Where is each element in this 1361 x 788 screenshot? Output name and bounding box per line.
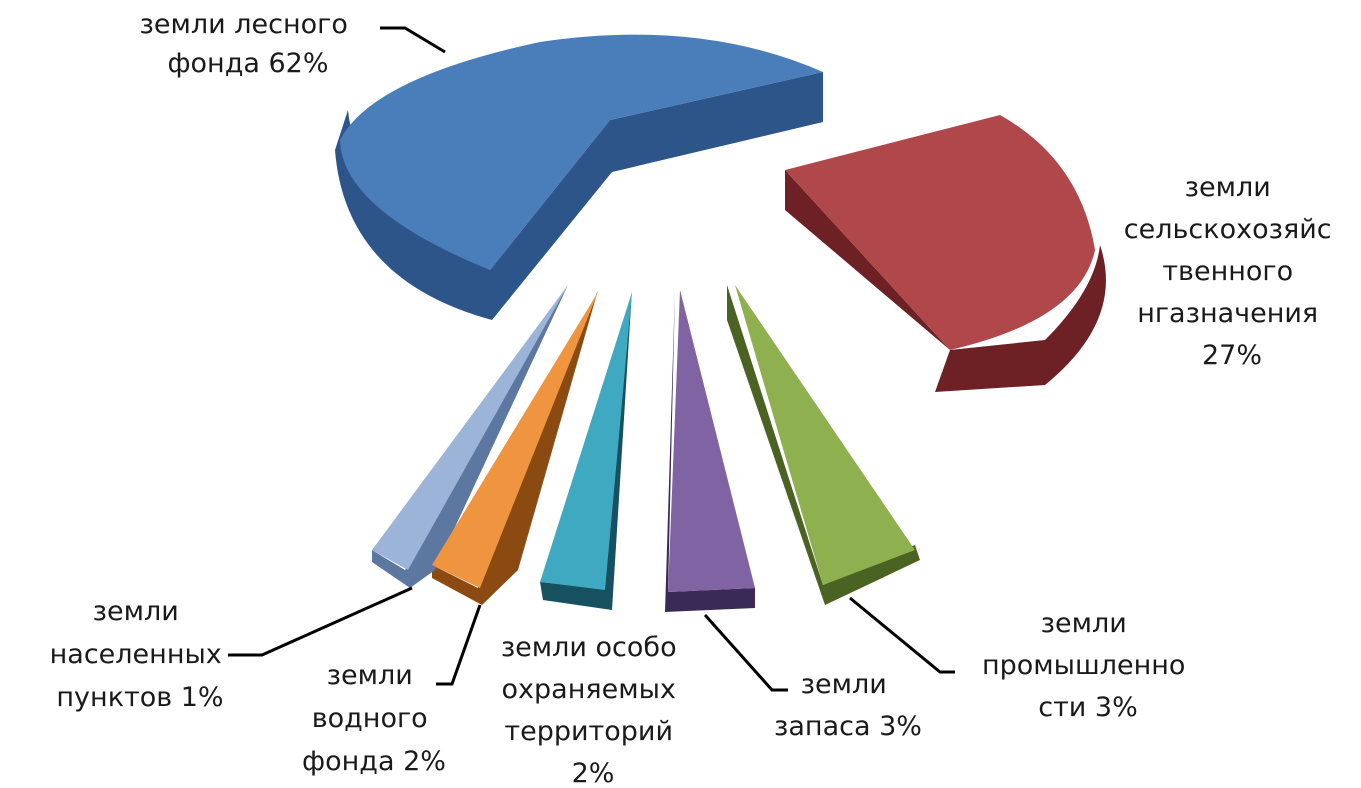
slice-labels: земли лесного фонда 62% земли сельскохоз… xyxy=(50,9,1340,788)
label-industry: земли промышленно сти 3% xyxy=(982,608,1194,723)
label-reserve: земли запаса 3% xyxy=(774,669,922,742)
label-agri: земли сельскохозяйс твенного нгазначения… xyxy=(1124,172,1340,371)
leader-forest xyxy=(380,26,446,54)
label-settlements: земли населенных пунктов 1% xyxy=(50,596,231,713)
slice-water xyxy=(432,292,598,588)
leader-reserve xyxy=(703,614,788,692)
label-protected: земли особо охраняемых территорий 2% xyxy=(501,632,685,788)
pie-slices xyxy=(340,34,1095,592)
slice-forest xyxy=(340,34,823,270)
label-forest: земли лесного фонда 62% xyxy=(140,9,357,79)
leader-settlements xyxy=(228,586,413,657)
leader-industry xyxy=(849,596,955,674)
slice-depth-water xyxy=(432,290,598,605)
slice-settlements xyxy=(372,285,568,570)
slice-depth-reserve xyxy=(665,290,755,612)
label-water: земли водного фонда 2% xyxy=(302,660,446,777)
slice-agri xyxy=(785,115,1095,350)
slice-reserve xyxy=(668,290,755,592)
slice-industry xyxy=(735,285,915,585)
slice-depth-forest xyxy=(335,72,823,320)
leader-lines xyxy=(228,26,955,692)
leader-water xyxy=(436,604,482,686)
slice-protected xyxy=(540,292,632,590)
